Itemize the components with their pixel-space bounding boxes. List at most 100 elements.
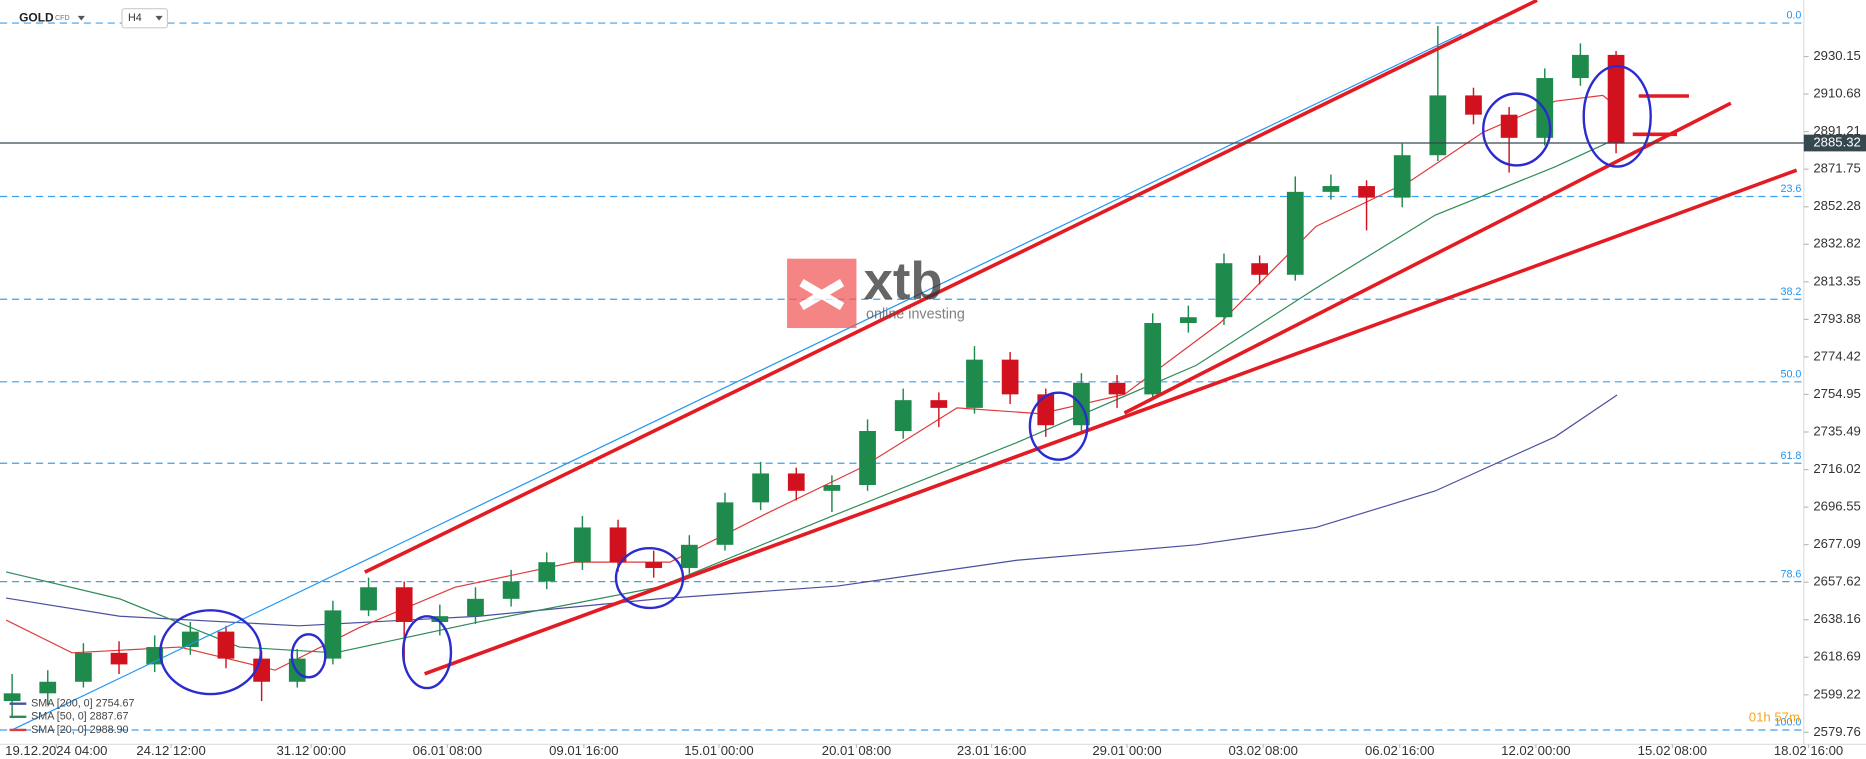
x-tick-label: 23.01 16:00 [957,743,1026,758]
x-tick-label: 31.12 00:00 [276,743,345,758]
candle-body [1607,54,1625,144]
y-tick-label: 2793.88 [1813,311,1861,326]
candle-body [467,598,484,617]
fib-label: 61.8 [1780,450,1801,462]
candle-body [609,527,627,563]
fib-label: 78.6 [1780,568,1801,580]
dropdown-arrow[interactable] [155,15,163,21]
candle-body [110,652,128,665]
y-tick-label: 2716.02 [1813,461,1861,476]
candle-body [75,652,92,682]
candle-body [1251,263,1268,275]
x-tick-label: 06.01 08:00 [413,743,482,758]
timeframe-button[interactable] [121,8,169,29]
tagline: online investing [866,307,965,323]
dropdown-arrow[interactable] [77,15,85,21]
candle-body [680,544,698,568]
brand: xtb [864,252,943,311]
symbol[interactable]: GOLD [19,10,54,24]
sma-line [5,137,1618,654]
candle-body [1215,263,1233,318]
candle-body [716,502,734,545]
candle-body [253,658,270,682]
fib-label: 38.2 [1780,286,1801,298]
candle-body [39,681,57,694]
highlight-circle [1582,64,1652,168]
x-tick-label: 29.01 00:00 [1092,743,1161,758]
highlight-circle [159,609,262,696]
y-tick-label: 2579.76 [1813,724,1861,739]
candle-body [431,616,449,622]
y-tick-label: 2618.69 [1813,649,1861,664]
candle-body [1429,95,1447,156]
y-tick-label: 2832.82 [1813,236,1861,251]
toolbar: GOLD CFD H4 [19,8,169,29]
y-tick-label: 2910.68 [1813,86,1861,101]
candle-body [1572,54,1589,79]
candle-body [181,631,199,648]
timeframe[interactable]: H4 [128,12,142,24]
candle-body [324,610,342,659]
candle-body [502,581,520,599]
y-tick-label: 2638.16 [1813,611,1861,626]
y-tick-label: 2657.62 [1813,574,1861,589]
y-tick-label: 2871.75 [1813,161,1861,176]
candle-body [1108,382,1126,395]
highlight-circle [1028,391,1089,461]
x-tick-label: 06.02 16:00 [1365,743,1434,758]
legend-entry: SMA [20, 0] 2988.90 [31,724,128,736]
legend-entry: SMA [200, 0] 2754.67 [31,698,134,710]
x-tick-label: 24.12 12:00 [136,743,205,758]
x-tick-label: 15.02 08:00 [1638,743,1707,758]
candle-body [645,562,663,568]
highlight-circle [1482,92,1552,167]
candle-body [752,473,769,503]
candle-body [217,631,235,659]
highlight-circle [290,633,327,679]
x-tick-label: 03.02 08:00 [1228,743,1297,758]
candle-body [1001,359,1019,395]
candle-body [859,431,876,486]
candle-body [538,562,556,582]
y-tick-label: 2813.35 [1813,273,1861,288]
highlight-circle [614,546,685,610]
candle-body [1358,186,1375,198]
last-price-label: 2885.32 [1813,134,1861,149]
price-axis [1803,0,1866,745]
y-tick-label: 2735.49 [1813,423,1861,438]
candle-body [823,485,841,491]
candle-body [3,693,21,702]
x-axis: 19.12.2024 04:00 24.12 12:00 31.12 00:00 06… [5,743,1843,758]
x-tick-label: 18.02 16:00 [1774,743,1843,758]
legend-entry: SMA [50, 0] 2887.67 [31,711,128,723]
last-price: 2885.32 [0,134,1866,152]
fib-layer: 0.0 23.6 38.2 50.0 61.8 78.6 100.0 [0,10,1804,731]
x-tick-label: 19.12.2024 04:00 [5,743,107,758]
candle-body [1322,186,1340,192]
trend-line [364,0,1538,574]
x-tick-label: 12.02 00:00 [1501,743,1570,758]
candle-body [787,473,805,491]
trend-line [1123,101,1732,415]
watermark: xtb online investing [787,252,965,329]
y-tick-label: 2599.22 [1813,686,1861,701]
candle-body [894,400,912,432]
fib-label: 50.0 [1780,368,1801,380]
fib-label: 0.0 [1786,10,1801,22]
candle-body [360,587,377,611]
y-axis: 2930.15 2910.68 2891.21 2871.75 2852.28 2832.… [1803,48,1861,739]
candle-body [966,359,983,408]
countdown: 01h 57m [1749,709,1800,724]
candle-body [930,400,948,408]
instrument-type: CFD [55,14,70,22]
trend-line [11,33,1462,731]
fib-label: 100.0 [1775,717,1802,729]
highlight-circle [401,615,453,690]
y-tick-label: 2852.28 [1813,198,1861,213]
y-tick-label: 2774.42 [1813,348,1861,363]
logo-x [799,279,845,311]
y-tick-label: 2696.55 [1813,499,1861,514]
